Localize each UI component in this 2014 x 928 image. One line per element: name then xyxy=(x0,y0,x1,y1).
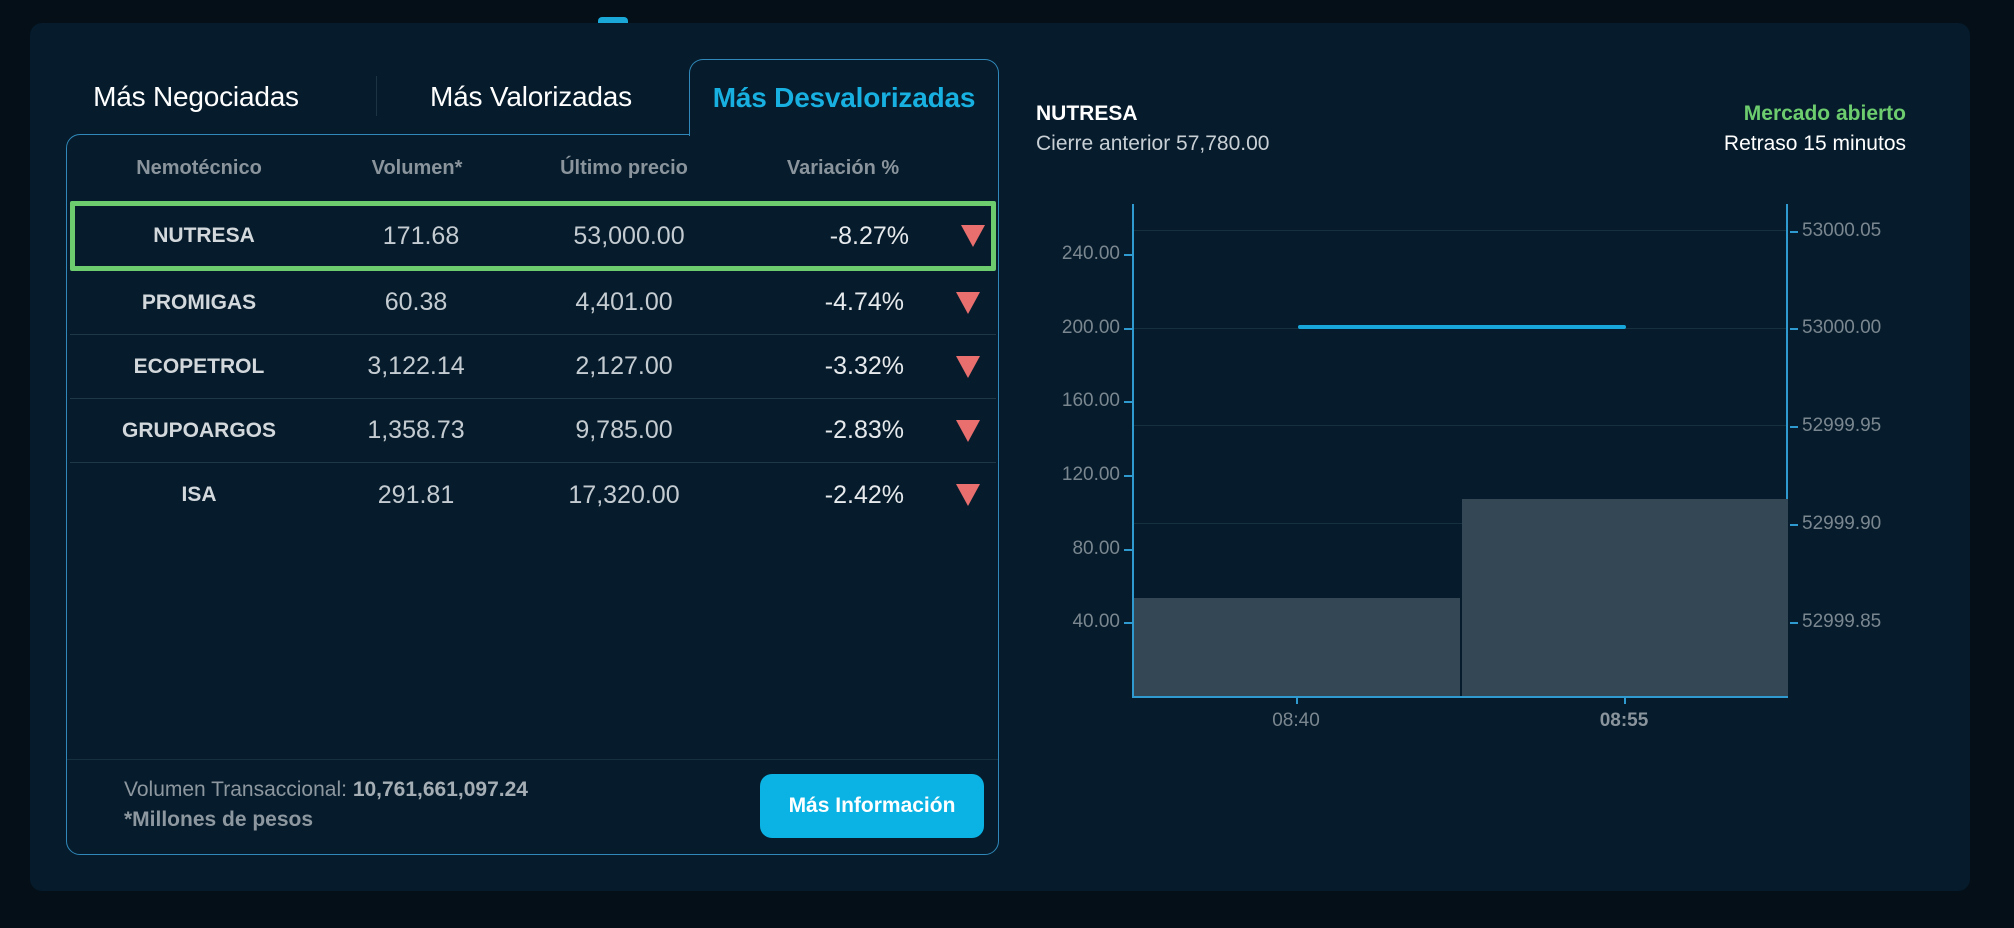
header-nemotecnico: Nemotécnico xyxy=(136,156,262,179)
market-status: Mercado abierto xyxy=(1743,102,1906,125)
table-row[interactable]: ISA 291.81 17,320.00 -2.42% xyxy=(70,463,996,527)
row-last-price: 53,000.00 xyxy=(573,221,685,250)
y-right-tick: 53000.05 xyxy=(1802,220,1882,241)
table-row-selected[interactable]: NUTRESA 171.68 53,000.00 -8.27% xyxy=(70,201,996,271)
row-trend xyxy=(940,271,996,334)
row-variation: -2.42% xyxy=(824,480,904,509)
top-indicator xyxy=(598,17,628,23)
row-variation: -2.83% xyxy=(824,416,904,444)
down-arrow-icon xyxy=(956,355,980,378)
transaction-volume: Volumen Transaccional: 10,761,661,097.24 xyxy=(124,778,528,802)
volume-bar-0840[interactable] xyxy=(1134,598,1460,696)
table-body: NUTRESA 171.68 53,000.00 -8.27% PROMIGAS… xyxy=(70,201,996,527)
price-volume-chart: 240.00 200.00 160.00 120.00 80.00 40.00 … xyxy=(1030,190,1930,750)
transaction-volume-value: 10,761,661,097.24 xyxy=(352,778,528,801)
row-symbol: ECOPETROL xyxy=(133,354,265,378)
row-volume: 1,358.73 xyxy=(367,416,465,444)
tabs: Más Negociadas Más Valorizadas Más Desva… xyxy=(66,59,999,136)
y-right-tick: 52999.95 xyxy=(1802,415,1882,436)
price-line[interactable] xyxy=(1298,325,1626,329)
row-last-price: 4,401.00 xyxy=(575,288,673,316)
table-footer: Volumen Transaccional: 10,761,661,097.24… xyxy=(67,759,998,854)
header-variacion: Variación % xyxy=(786,156,900,179)
y-right-tickmark xyxy=(1790,231,1798,233)
y-left-tick: 120.00 xyxy=(1061,464,1120,485)
more-info-button[interactable]: Más Información xyxy=(760,774,984,838)
y-right-tick: 52999.90 xyxy=(1802,513,1882,534)
row-volume: 291.81 xyxy=(377,480,455,509)
row-variation: -4.74% xyxy=(824,288,904,316)
header-volumen: Volumen* xyxy=(371,156,463,179)
previous-close: Cierre anterior 57,780.00 xyxy=(1036,132,1270,155)
row-variation: -8.27% xyxy=(829,221,909,250)
y-left-tick: 40.00 xyxy=(1072,611,1120,632)
transaction-volume-label: Volumen Transaccional: xyxy=(124,778,347,801)
tab-divider xyxy=(376,76,377,116)
y-left-tick: 160.00 xyxy=(1061,390,1120,411)
y-left-tickmark xyxy=(1124,254,1132,256)
down-arrow-icon xyxy=(961,225,985,247)
table-row[interactable]: ECOPETROL 3,122.14 2,127.00 -3.32% xyxy=(70,335,996,399)
y-right-tickmark xyxy=(1790,524,1798,526)
y-left-tick: 200.00 xyxy=(1061,317,1120,338)
units-note: *Millones de pesos xyxy=(124,808,314,831)
tab-mas-negociadas[interactable]: Más Negociadas xyxy=(93,81,299,112)
row-trend xyxy=(940,399,996,462)
header-ultimo-precio: Último precio xyxy=(560,156,688,179)
row-trend xyxy=(945,201,1001,271)
row-last-price: 9,785.00 xyxy=(575,416,673,444)
y-left-tickmark xyxy=(1124,328,1132,330)
volume-bar-0855[interactable] xyxy=(1462,499,1788,696)
y-left-tickmark xyxy=(1124,401,1132,403)
y-left-tickmark xyxy=(1124,549,1132,551)
row-trend xyxy=(940,335,996,398)
x-tickmark xyxy=(1624,698,1626,704)
row-last-price: 2,127.00 xyxy=(575,352,673,380)
row-variation: -3.32% xyxy=(824,352,904,380)
gridline xyxy=(1134,230,1786,231)
table-row[interactable]: PROMIGAS 60.38 4,401.00 -4.74% xyxy=(70,271,996,335)
y-right-tickmark xyxy=(1790,426,1798,428)
delay-notice: Retraso 15 minutos xyxy=(1723,132,1906,155)
y-left-tick: 240.00 xyxy=(1061,243,1120,264)
gridline xyxy=(1134,523,1786,524)
row-volume: 3,122.14 xyxy=(367,352,465,380)
row-symbol: GRUPOARGOS xyxy=(121,418,276,442)
tab-mas-valorizadas[interactable]: Más Valorizadas xyxy=(430,81,632,112)
table-header: Nemotécnico Volumen* Último precio Varia… xyxy=(67,135,998,201)
row-symbol: PROMIGAS xyxy=(141,290,257,314)
y-right-tick: 53000.00 xyxy=(1802,317,1882,338)
row-symbol: ISA xyxy=(181,483,217,506)
row-trend xyxy=(940,463,996,527)
stocks-table-card: Nemotécnico Volumen* Último precio Varia… xyxy=(66,134,999,855)
row-volume: 171.68 xyxy=(382,221,460,250)
y-right-tickmark xyxy=(1790,328,1798,330)
plot-area xyxy=(1132,204,1788,698)
down-arrow-icon xyxy=(956,419,980,442)
row-last-price: 17,320.00 xyxy=(568,480,680,509)
y-left-tickmark xyxy=(1124,475,1132,477)
y-right-tick: 52999.85 xyxy=(1802,611,1882,632)
y-left-tickmark xyxy=(1124,622,1132,624)
tab-mas-desvalorizadas[interactable]: Más Desvalorizadas xyxy=(689,59,999,136)
row-symbol: NUTRESA xyxy=(153,224,255,247)
y-left-tick: 80.00 xyxy=(1072,538,1120,559)
down-arrow-icon xyxy=(956,484,980,506)
table-row[interactable]: GRUPOARGOS 1,358.73 9,785.00 -2.83% xyxy=(70,399,996,463)
y-right-tickmark xyxy=(1790,622,1798,624)
down-arrow-icon xyxy=(956,291,980,314)
x-tick: 08:40 xyxy=(1272,710,1320,731)
detail-symbol: NUTRESA xyxy=(1036,102,1138,125)
x-tick: 08:55 xyxy=(1599,710,1649,731)
gridline xyxy=(1134,425,1786,426)
row-volume: 60.38 xyxy=(384,288,448,316)
x-tickmark xyxy=(1296,698,1298,704)
